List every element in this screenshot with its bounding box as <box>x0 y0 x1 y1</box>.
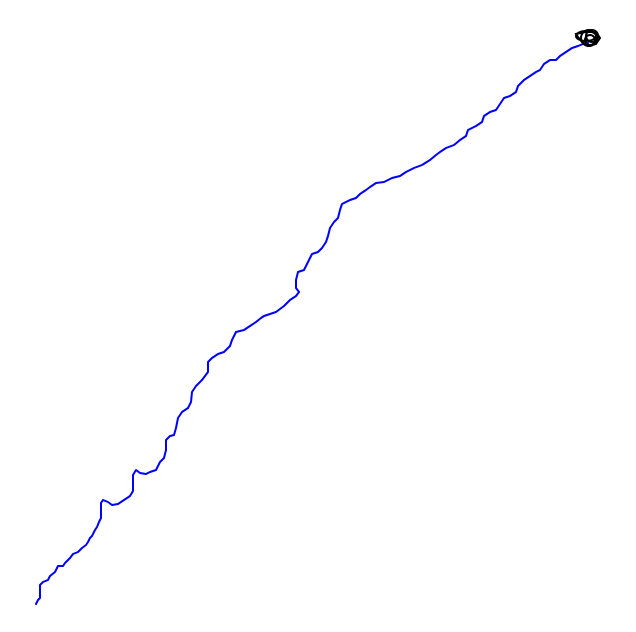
end-loop-5 <box>574 31 602 48</box>
end-cluster-marker <box>574 29 602 48</box>
trajectory-path <box>35 42 589 605</box>
